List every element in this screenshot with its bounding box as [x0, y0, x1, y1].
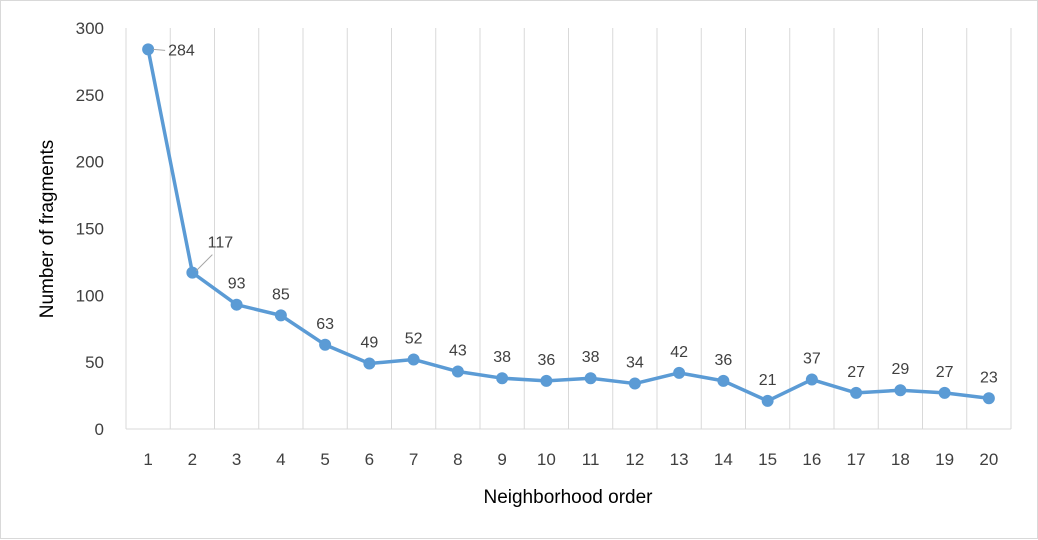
data-label: 85 — [272, 286, 290, 303]
data-point — [319, 338, 332, 351]
x-tick-label: 13 — [670, 450, 689, 469]
x-tick-label: 20 — [979, 450, 998, 469]
data-label: 43 — [449, 343, 467, 360]
data-point — [230, 298, 243, 311]
data-label: 37 — [803, 351, 821, 368]
x-tick-label: 11 — [582, 450, 600, 469]
data-point — [451, 365, 464, 378]
data-point — [363, 357, 376, 370]
x-tick-label: 5 — [320, 450, 329, 469]
data-point — [717, 374, 730, 387]
data-point — [584, 372, 597, 385]
x-tick-label: 1 — [143, 450, 152, 469]
label-leader-line — [196, 254, 213, 271]
data-label: 93 — [228, 276, 246, 293]
y-tick-label: 50 — [85, 353, 104, 372]
x-tick-label: 16 — [802, 450, 821, 469]
data-label: 29 — [891, 361, 909, 378]
data-label: 284 — [168, 42, 195, 59]
y-tick-label: 250 — [76, 86, 104, 105]
data-point — [186, 266, 199, 279]
data-point — [496, 372, 509, 385]
x-tick-label: 18 — [891, 450, 910, 469]
y-tick-labels: 0 50 100 150 200 250 300 — [76, 19, 104, 439]
x-tick-label: 17 — [847, 450, 866, 469]
data-point — [274, 309, 287, 322]
data-label: 42 — [670, 344, 688, 361]
y-tick-label: 150 — [76, 220, 104, 239]
data-label: 49 — [360, 335, 378, 352]
data-point — [407, 353, 420, 366]
data-label: 117 — [208, 235, 234, 252]
data-label: 36 — [537, 352, 555, 369]
x-tick-label: 12 — [625, 450, 644, 469]
data-label: 63 — [316, 316, 334, 333]
data-point — [761, 394, 774, 407]
data-point — [850, 386, 863, 399]
data-label: 34 — [626, 355, 644, 372]
x-tick-label: 4 — [276, 450, 285, 469]
y-tick-label: 0 — [95, 420, 104, 439]
data-label: 27 — [847, 364, 865, 381]
data-point — [540, 374, 553, 387]
x-tick-label: 14 — [714, 450, 733, 469]
data-point — [894, 384, 907, 397]
data-labels: 284 117 93 85 63 49 52 43 38 36 38 34 42 36 21 37 27 29 27… — [153, 42, 998, 389]
data-point — [142, 43, 155, 56]
data-point — [982, 392, 995, 405]
x-tick-label: 15 — [758, 450, 777, 469]
data-series — [142, 43, 995, 407]
x-tick-label: 3 — [232, 450, 241, 469]
y-tick-label: 100 — [76, 286, 104, 305]
label-leader-line — [153, 48, 166, 51]
series-line — [146, 47, 991, 403]
data-point — [628, 377, 641, 390]
data-point — [805, 373, 818, 386]
x-tick-labels: 1 2 3 4 5 6 7 8 9 10 11 12 13 14 15 16 17 18 19 20 — [143, 450, 998, 469]
y-tick-label: 200 — [76, 153, 104, 172]
data-label: 36 — [714, 352, 732, 369]
grid-lines — [125, 28, 1012, 429]
x-tick-label: 19 — [935, 450, 954, 469]
data-label: 27 — [936, 364, 954, 381]
data-point — [673, 366, 686, 379]
data-label: 38 — [582, 349, 600, 366]
x-axis-title: Neighborhood order — [483, 487, 653, 508]
data-label: 21 — [759, 372, 777, 389]
data-label: 23 — [980, 369, 998, 386]
data-label: 38 — [493, 349, 511, 366]
x-tick-label: 8 — [453, 450, 462, 469]
y-tick-label: 300 — [76, 19, 104, 38]
y-axis-title: Number of fragments — [37, 140, 58, 318]
x-tick-label: 9 — [497, 450, 506, 469]
data-point — [938, 386, 951, 399]
x-tick-label: 2 — [188, 450, 197, 469]
data-label: 52 — [405, 330, 423, 347]
x-tick-label: 7 — [409, 450, 418, 469]
x-tick-label: 6 — [365, 450, 374, 469]
x-tick-label: 10 — [537, 450, 556, 469]
